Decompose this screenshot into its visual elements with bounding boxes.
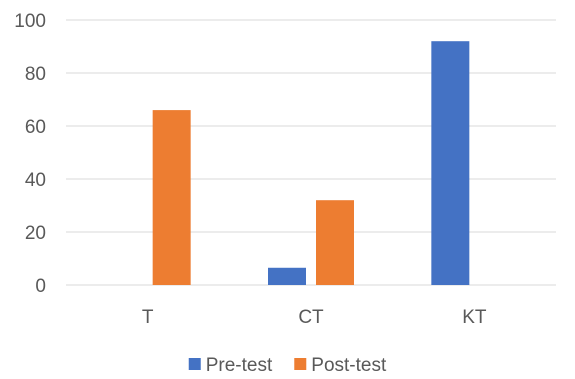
y-tick-label: 0 — [35, 276, 46, 297]
bar-post-test-t — [152, 110, 191, 285]
legend-item-pre-test: Pre-test — [188, 355, 273, 376]
legend-item-post-test: Post-test — [294, 355, 387, 376]
x-axis-tick-labels: T CT KT — [142, 307, 487, 328]
bar-pre-test-kt — [431, 41, 470, 286]
legend: Pre-test Post-test — [188, 355, 387, 376]
gridlines — [66, 19, 556, 286]
y-tick-label: 80 — [25, 64, 46, 85]
y-tick-label: 40 — [25, 170, 46, 191]
bars — [152, 41, 470, 286]
x-tick-label: KT — [462, 307, 487, 328]
y-tick-label: 60 — [25, 117, 46, 138]
x-tick-label: CT — [298, 307, 324, 328]
legend-label: Post-test — [311, 355, 387, 376]
bar-post-test-ct — [316, 200, 354, 285]
y-tick-label: 100 — [14, 11, 46, 32]
legend-label: Pre-test — [206, 355, 273, 376]
x-tick-label: T — [142, 307, 154, 328]
y-axis-tick-labels: 0 20 40 60 80 100 — [14, 11, 46, 297]
bar-pre-test-ct — [268, 267, 306, 285]
legend-swatch — [188, 358, 201, 370]
y-tick-label: 20 — [25, 223, 46, 244]
legend-swatch — [294, 358, 307, 370]
